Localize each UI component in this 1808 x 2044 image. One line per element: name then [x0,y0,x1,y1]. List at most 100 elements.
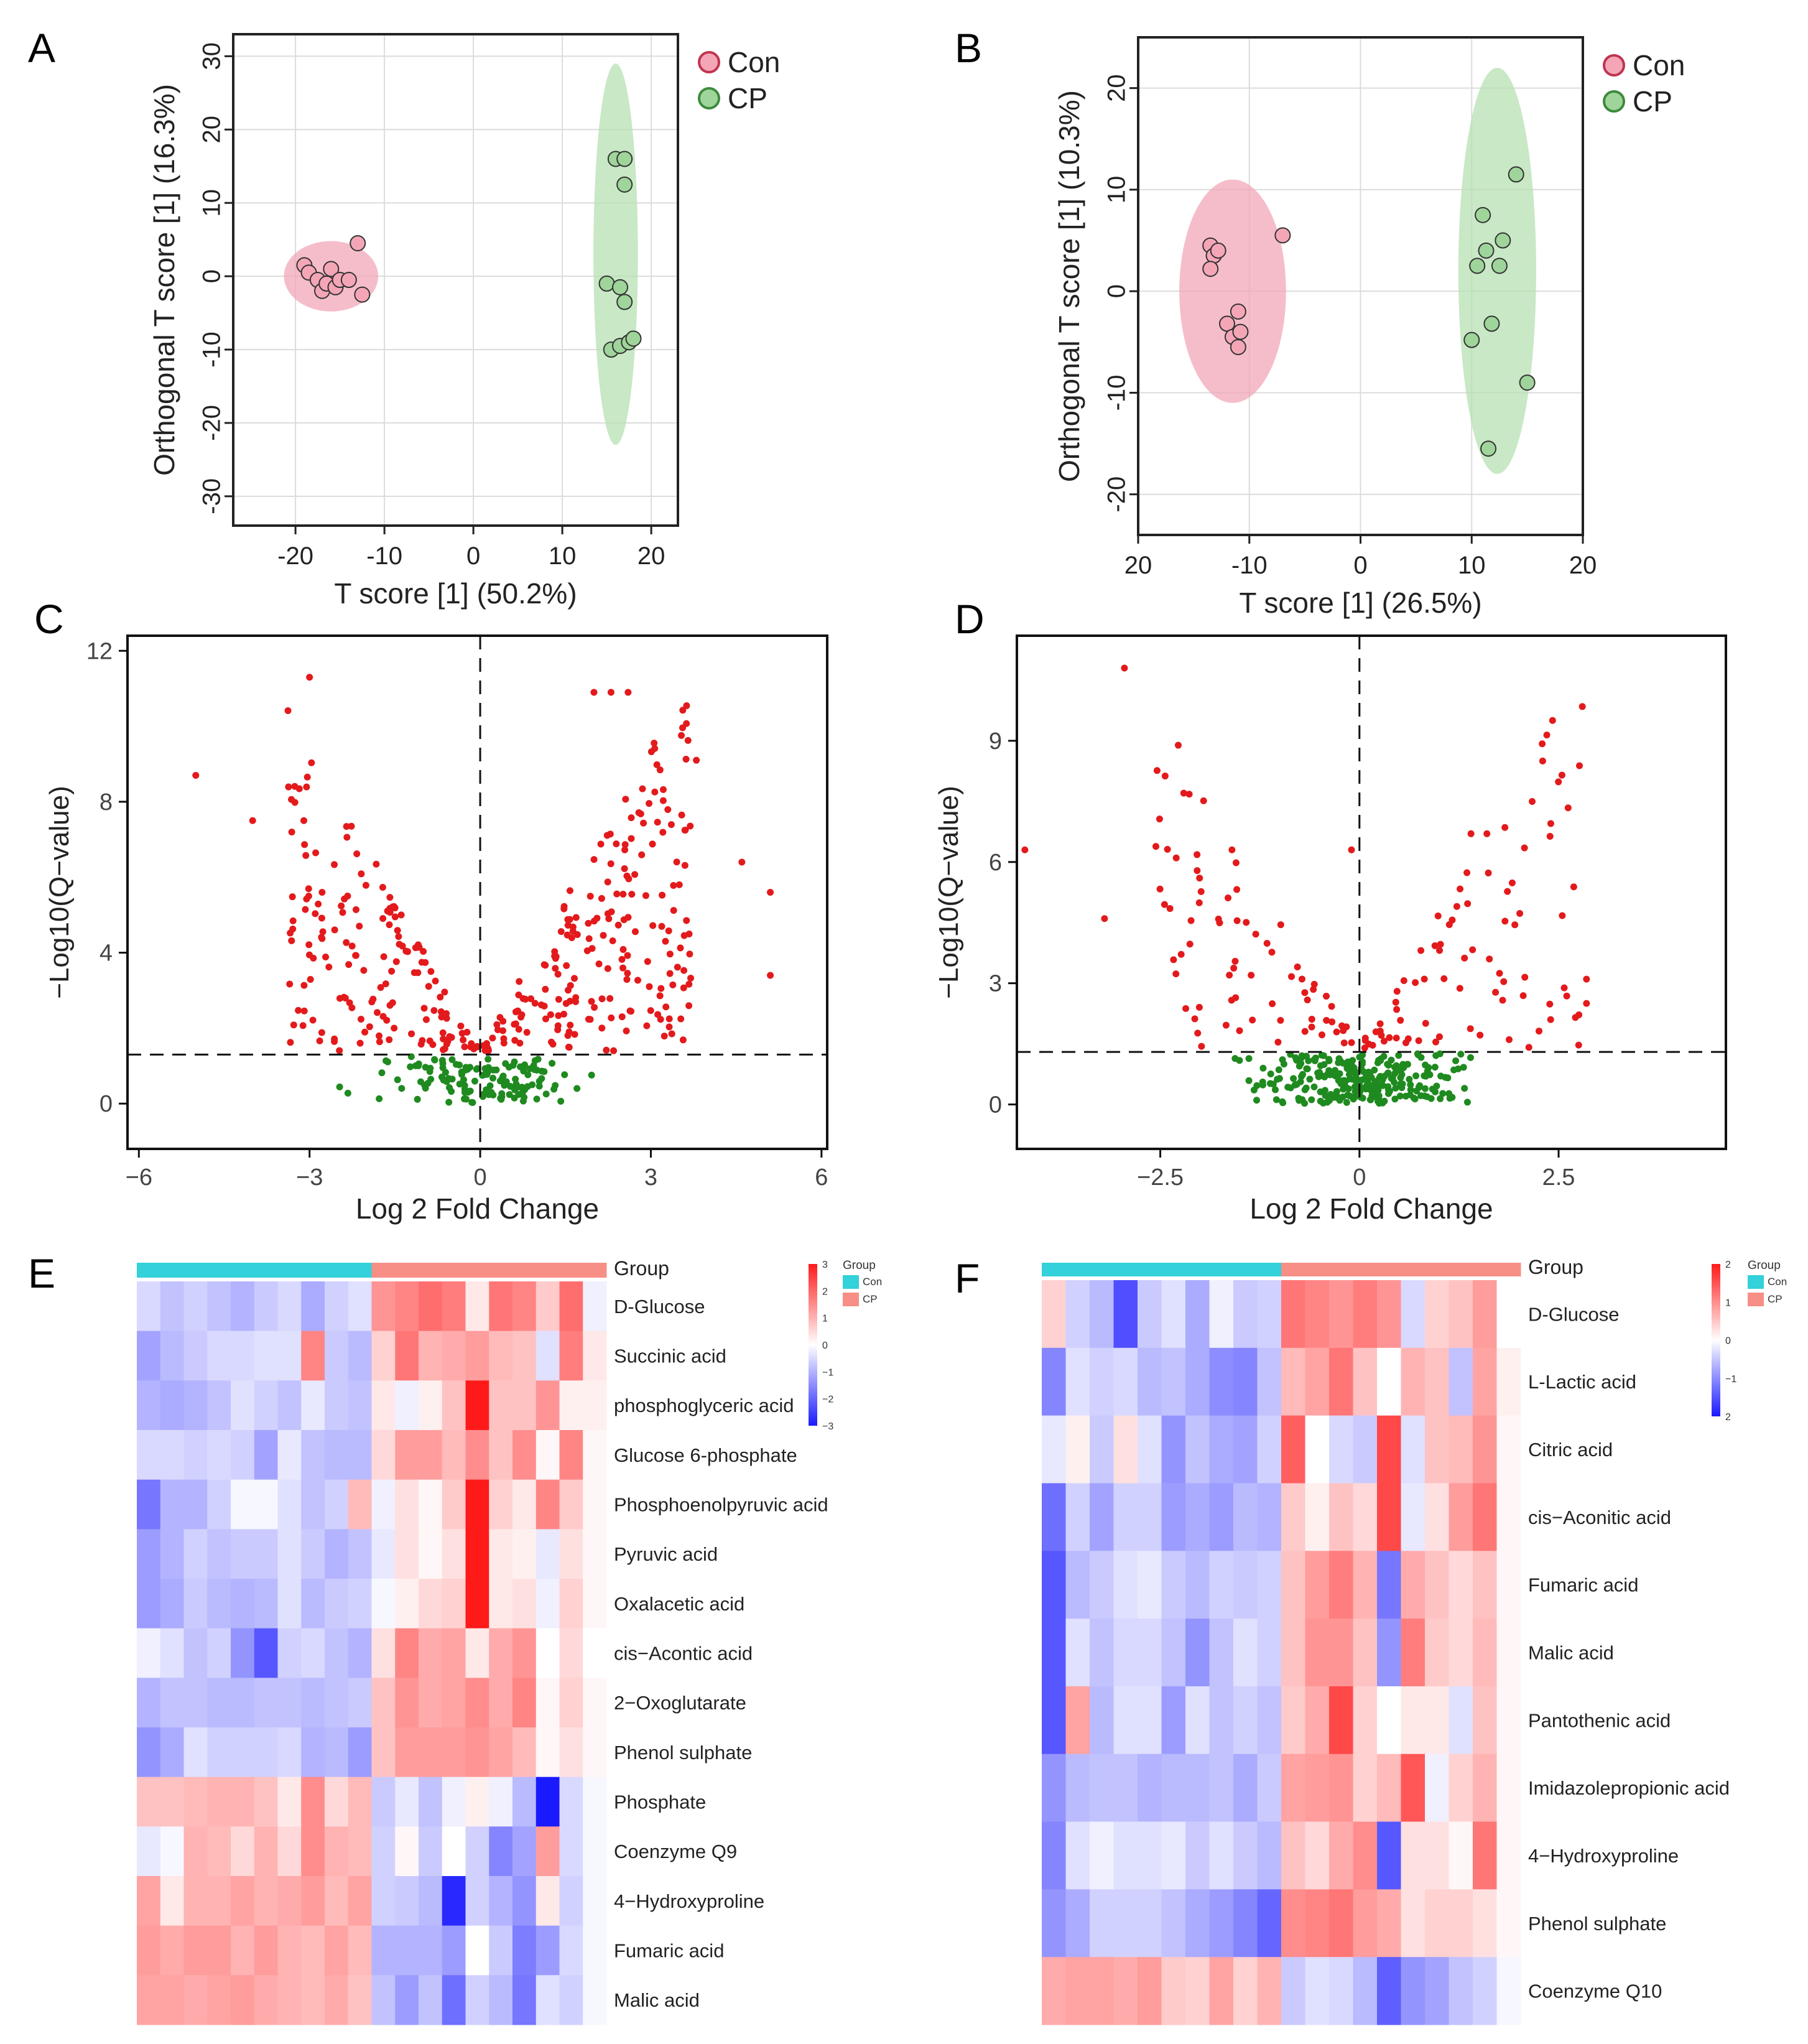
volcano-point-sig [291,783,299,790]
x-tick-label: −3 [296,1164,323,1191]
heat-cell [254,1628,278,1678]
volcano-point-sig [305,885,312,893]
volcano-point-sig [1195,899,1203,906]
volcano-point-sig [1236,1027,1243,1034]
heat-cell [1065,1957,1090,2025]
volcano-point-sig [308,759,315,766]
volcano-point-sig [1422,1020,1429,1027]
volcano-point-ns [1417,1092,1425,1099]
heat-cell [1113,1957,1138,2025]
volcano-point-ns [486,1082,494,1090]
volcano-point-sig [640,819,647,827]
heat-cell [207,1975,231,2025]
heat-cell [1185,1347,1210,1416]
volcano-point-sig [644,958,651,965]
volcano-point-sig [286,980,294,988]
volcano-point-sig [1328,1018,1336,1026]
volcano-point-ns [1391,1095,1399,1103]
volcano-point-sig [318,1029,325,1036]
group-bar-cell [231,1263,255,1278]
volcano-point-sig [657,985,665,992]
volcano-point-sig [1445,921,1453,928]
volcano-point-sig [549,1041,557,1048]
volcano-point-sig [1434,913,1442,920]
heat-cell [465,1628,489,1678]
heat-cell [1257,1619,1282,1687]
heat-cell [1496,1280,1521,1349]
heat-cell [1090,1754,1114,1823]
heat-cell [1090,1619,1114,1687]
heat-cell [1138,1551,1162,1619]
heat-cell [254,1777,278,1827]
color-scale-tick: 0 [822,1340,828,1351]
heat-cell [1401,1889,1426,1958]
volcano-point-sig [1343,1023,1350,1031]
heat-cell [371,1678,396,1728]
heat-cell [559,1281,583,1332]
volcano-point-sig [516,1039,524,1047]
color-scale-tick: −1 [1725,1374,1736,1385]
volcano-point-sig [568,934,575,941]
volcano-point-sig [649,922,657,929]
volcano-point-sig [1186,941,1194,948]
heat-cell [1281,1686,1305,1755]
volcano-point-sig [348,1004,356,1011]
volcano-point-ns [445,1099,453,1106]
volcano-point-ns [438,1073,445,1080]
volcano-point-ns [1329,1094,1337,1101]
volcano-point-sig [288,829,295,836]
heat-cell [442,1628,466,1678]
heat-cell [254,1727,278,1778]
heat-cell [1449,1889,1473,1958]
group-bar-cell [1185,1263,1210,1276]
heat-cell [1161,1957,1186,2025]
volcano-point-sig [374,1009,381,1016]
volcano-point-ns [517,1063,524,1071]
volcano-point-sig [585,935,593,942]
heat-cell [1473,1754,1497,1823]
y-axis-label: −Log10(Q−value) [934,786,964,998]
volcano-point-sig [443,1040,450,1048]
volcano-point-ns [506,1082,514,1090]
heat-cell [183,1281,208,1332]
heat-cell [183,1529,208,1579]
heat-cell [583,1975,607,2025]
heat-cell [1257,1347,1282,1416]
heat-cell [395,1678,419,1728]
heat-cell [395,1281,419,1332]
heat-cell [442,1826,466,1877]
volcano-point-ns [1273,1096,1280,1103]
volcano-point-ns [1302,1084,1310,1092]
volcano-point-sig [1172,854,1180,862]
group-bar-cell [137,1263,161,1278]
volcano-point-ns [1439,1090,1447,1097]
heat-cell [1161,1347,1186,1416]
heat-cell [1496,1483,1521,1551]
heat-cell [301,1826,325,1877]
heat-cell [137,1727,161,1778]
color-scale-tick: 2 [1725,1260,1731,1270]
heat-cell [1065,1483,1090,1551]
volcano-point-sig [384,908,391,915]
volcano-point-ns [1344,1058,1351,1066]
volcano-point-sig [1492,988,1500,996]
group-bar-cell [1209,1263,1234,1276]
heat-cell [1161,1619,1186,1687]
row-label: Coenzyme Q10 [1528,1981,1662,2002]
heat-cell [1496,1551,1521,1619]
heat-cell [535,1727,560,1778]
legend-marker-cp [698,87,720,109]
heat-cell [1377,1957,1401,2025]
heat-cell [1209,1957,1234,2025]
volcano-point-sig [1412,979,1419,987]
volcano-point-ns [489,1091,497,1099]
heat-cell [535,1529,560,1579]
heat-cell [1281,1280,1305,1349]
heat-cell [559,1678,583,1728]
volcano-point-sig [625,875,633,883]
heat-cell [1042,1551,1066,1619]
volcano-point-ns [533,1095,540,1103]
heat-cell [489,1925,513,1976]
heat-cell [1113,1821,1138,1890]
heat-cell [1401,1957,1426,2025]
